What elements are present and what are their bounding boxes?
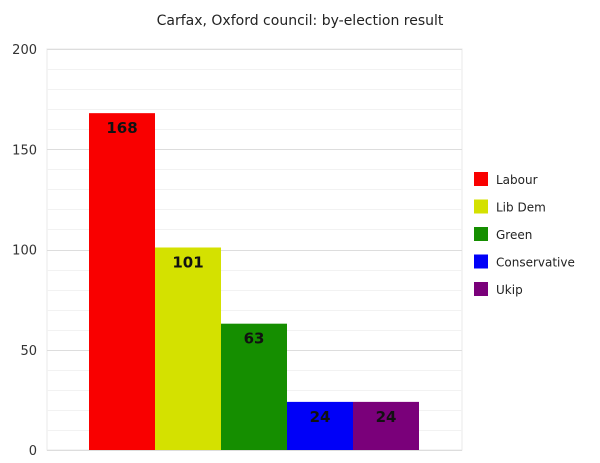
legend-label: Lib Dem [496,201,546,215]
legend-swatch [474,227,488,241]
bar-conservative [287,401,353,450]
bar-ukip [353,401,419,450]
data-label: 24 [376,408,397,426]
legend-swatch [474,172,488,186]
data-label: 24 [310,408,331,426]
legend-swatch [474,199,488,214]
y-axis: 0 50 100 150 200 [12,43,37,459]
bar-green [221,323,287,450]
legend-swatch [474,282,488,296]
legend-label: Conservative [496,256,575,270]
y-tick-label: 150 [12,143,37,158]
y-tick-label: 200 [12,43,37,58]
y-tick-label: 0 [29,444,37,459]
bars [89,113,419,450]
data-label: 168 [106,119,137,137]
chart-title: Carfax, Oxford council: by-election resu… [157,13,444,29]
data-label: 101 [172,253,203,271]
legend-label: Ukip [496,283,523,297]
bar-lib-dem [155,247,221,450]
y-tick-label: 50 [20,344,37,359]
data-labels: 168 101 63 24 24 [106,119,396,426]
bar-labour [89,113,155,450]
data-label: 63 [244,330,265,348]
y-tick-label: 100 [12,244,37,259]
legend-swatch [474,254,488,269]
legend-label: Labour [496,173,538,187]
legend: Labour Lib Dem Green Conservative Ukip [474,172,575,297]
legend-label: Green [496,228,532,242]
